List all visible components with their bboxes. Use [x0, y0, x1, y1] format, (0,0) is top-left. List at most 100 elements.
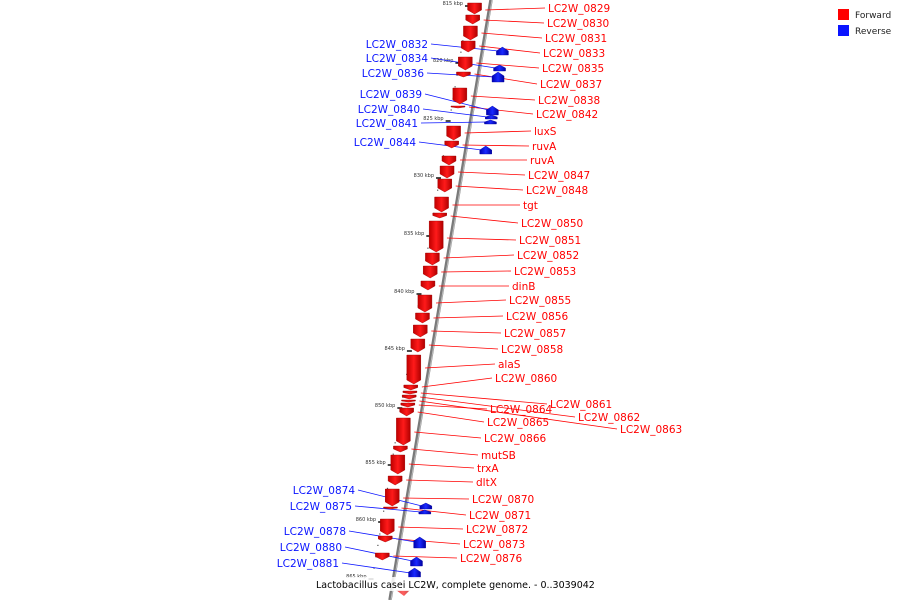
forward-gene-feature[interactable]	[380, 518, 395, 536]
forward-gene-feature[interactable]	[401, 399, 416, 403]
forward-gene-feature[interactable]	[460, 40, 476, 53]
reverse-gene-feature[interactable]	[413, 536, 426, 549]
forward-gene-label[interactable]: LC2W_0866	[484, 433, 547, 445]
forward-gene-feature[interactable]	[399, 407, 414, 417]
forward-gene-label[interactable]: LC2W_0853	[514, 266, 576, 278]
forward-gene-feature[interactable]	[444, 140, 459, 149]
forward-gene-feature[interactable]	[463, 25, 478, 41]
reverse-gene-label[interactable]: LC2W_0840	[358, 104, 420, 116]
reverse-gene-feature[interactable]	[484, 119, 497, 125]
forward-gene-label[interactable]: LC2W_0851	[519, 235, 581, 247]
forward-gene-label[interactable]: mutSB	[481, 450, 516, 462]
forward-gene-feature[interactable]	[446, 125, 461, 141]
forward-gene-feature[interactable]	[390, 454, 406, 475]
forward-gene-feature[interactable]	[401, 394, 417, 400]
reverse-gene-label[interactable]: LC2W_0839	[360, 89, 422, 101]
forward-gene-feature[interactable]	[406, 354, 422, 385]
forward-gene-feature[interactable]	[458, 56, 473, 71]
forward-gene-feature[interactable]	[413, 324, 428, 338]
forward-gene-label[interactable]: LC2W_0852	[517, 250, 579, 262]
reverse-gene-feature[interactable]	[486, 105, 499, 116]
forward-gene-feature[interactable]	[417, 294, 433, 313]
forward-gene-label[interactable]: LC2W_0837	[540, 79, 602, 91]
forward-gene-label[interactable]: dinB	[512, 281, 535, 293]
forward-gene-label[interactable]: LC2W_0833	[543, 48, 605, 60]
forward-gene-label[interactable]: dltX	[476, 477, 497, 489]
forward-gene-feature[interactable]	[428, 220, 444, 253]
forward-gene-feature[interactable]	[403, 384, 418, 391]
forward-gene-label[interactable]: LC2W_0855	[509, 295, 571, 307]
forward-gene-feature[interactable]	[439, 165, 455, 179]
forward-gene-label[interactable]: LC2W_0860	[495, 373, 557, 385]
forward-gene-feature[interactable]	[375, 552, 390, 561]
forward-gene-label[interactable]: alaS	[498, 359, 521, 371]
forward-gene-label[interactable]: LC2W_0856	[506, 311, 569, 323]
forward-gene-feature[interactable]	[456, 71, 471, 78]
forward-gene-label[interactable]: LC2W_0872	[466, 524, 528, 536]
forward-gene-label[interactable]: LC2W_0861	[550, 399, 612, 411]
forward-gene-label[interactable]: LC2W_0862	[578, 412, 640, 424]
reverse-gene-label[interactable]: LC2W_0878	[284, 526, 346, 538]
forward-gene-feature[interactable]	[385, 488, 400, 507]
reverse-gene-label[interactable]: LC2W_0874	[293, 485, 356, 497]
reverse-gene-feature[interactable]	[485, 114, 498, 120]
reverse-gene-feature[interactable]	[491, 71, 505, 83]
reverse-gene-label[interactable]: LC2W_0836	[362, 68, 425, 80]
forward-gene-label[interactable]: LC2W_0871	[469, 510, 531, 522]
forward-gene-label[interactable]: LC2W_0858	[501, 344, 563, 356]
reverse-gene-label[interactable]: LC2W_0880	[280, 542, 342, 554]
forward-gene-feature[interactable]	[452, 87, 468, 105]
forward-gene-label[interactable]: LC2W_0842	[536, 109, 598, 121]
forward-gene-feature[interactable]	[437, 178, 452, 193]
forward-gene-label[interactable]: LC2W_0835	[542, 63, 604, 75]
forward-gene-feature[interactable]	[441, 155, 457, 166]
forward-gene-label[interactable]: LC2W_0847	[528, 170, 590, 182]
forward-gene-label[interactable]: LC2W_0865	[487, 417, 549, 429]
reverse-gene-feature[interactable]	[479, 145, 492, 155]
forward-gene-label[interactable]: LC2W_0876	[460, 553, 523, 565]
forward-gene-feature[interactable]	[383, 506, 398, 510]
forward-gene-label[interactable]: LC2W_0848	[526, 185, 588, 197]
reverse-gene-label[interactable]: LC2W_0875	[290, 501, 352, 513]
reverse-gene-label[interactable]: LC2W_0834	[366, 53, 429, 65]
reverse-gene-label[interactable]: LC2W_0881	[277, 558, 339, 570]
forward-gene-label[interactable]: trxA	[477, 463, 499, 475]
forward-gene-feature[interactable]	[432, 212, 447, 219]
reverse-gene-feature[interactable]	[418, 509, 432, 515]
forward-gene-label[interactable]: ruvA	[530, 155, 555, 167]
reverse-gene-label[interactable]: LC2W_0841	[356, 118, 418, 130]
forward-gene-feature[interactable]	[410, 338, 426, 353]
reverse-gene-feature[interactable]	[496, 46, 509, 56]
reverse-gene-feature[interactable]	[493, 64, 506, 72]
reverse-gene-label[interactable]: LC2W_0844	[354, 137, 417, 149]
forward-gene-feature[interactable]	[467, 2, 482, 15]
forward-gene-label[interactable]: LC2W_0857	[504, 328, 566, 340]
forward-gene-label[interactable]: LC2W_0830	[547, 18, 609, 30]
forward-gene-feature[interactable]	[425, 252, 440, 266]
forward-gene-feature[interactable]	[387, 475, 403, 486]
forward-gene-label[interactable]: LC2W_0829	[548, 3, 610, 15]
forward-gene-label[interactable]: LC2W_0863	[620, 424, 682, 436]
reverse-gene-feature[interactable]	[419, 502, 433, 510]
forward-gene-label[interactable]: LC2W_0870	[472, 494, 534, 506]
forward-gene-feature[interactable]	[434, 196, 449, 213]
forward-gene-feature[interactable]	[420, 280, 436, 291]
forward-gene-feature[interactable]	[465, 14, 480, 25]
forward-gene-label[interactable]: LC2W_0850	[521, 218, 583, 230]
forward-gene-feature[interactable]	[393, 445, 408, 453]
forward-gene-label[interactable]: LC2W_0873	[463, 539, 525, 551]
forward-gene-label[interactable]: luxS	[534, 126, 557, 138]
forward-gene-label[interactable]: LC2W_0864	[490, 404, 553, 416]
forward-gene-label[interactable]: tgt	[523, 200, 538, 212]
forward-gene-feature[interactable]	[402, 390, 418, 395]
forward-gene-feature[interactable]	[378, 535, 393, 543]
forward-gene-feature[interactable]	[415, 312, 430, 324]
forward-gene-feature[interactable]	[400, 402, 416, 408]
forward-gene-feature[interactable]	[450, 105, 466, 109]
reverse-gene-feature[interactable]	[410, 556, 423, 567]
forward-gene-label[interactable]: ruvA	[532, 141, 557, 153]
reverse-gene-label[interactable]: LC2W_0832	[366, 39, 428, 51]
forward-gene-feature[interactable]	[423, 265, 438, 279]
reverse-gene-feature[interactable]	[408, 567, 421, 579]
forward-gene-label[interactable]: LC2W_0838	[538, 95, 600, 107]
